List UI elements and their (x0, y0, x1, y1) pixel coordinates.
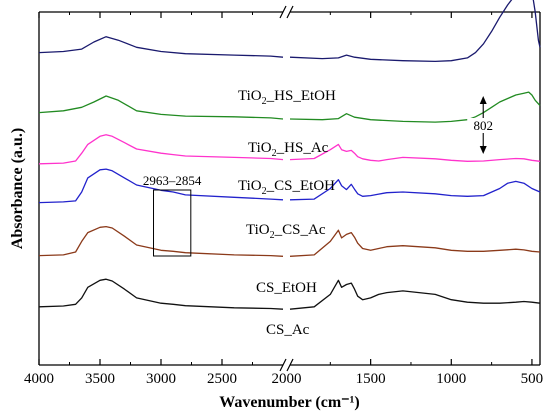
x-ticks: 4000 3500 3000 2500 2000 1500 1000 500 (24, 12, 543, 387)
x-tick-label-1500: 1500 (356, 371, 386, 387)
series-label-tio2-cs-ac: TiO2_CS_Ac (246, 222, 326, 241)
series-line-tio2-hs-etoh-right (289, 0, 541, 63)
series-line-cs-ac-left (38, 278, 284, 310)
x-tick-label-500: 500 (521, 371, 544, 387)
axis-break-mark-top-2 (286, 5, 294, 19)
series-line-cs-ac-right (289, 279, 541, 310)
series-lines (38, 0, 541, 310)
series-line-tio2-cs-etoh-right (289, 143, 541, 162)
series-label-tio2-hs-ac: TiO2_HS_Ac (248, 140, 329, 159)
series-line-tio2-cs-ac-left (38, 168, 284, 204)
peak-label: 802 (473, 118, 493, 133)
series-line-tio2-cs-etoh-left (38, 134, 284, 165)
series-line-tio2-hs-etoh-left (38, 36, 284, 58)
x-tick-label-2500: 2500 (207, 371, 237, 387)
axis-break-mark-top-1 (279, 5, 287, 19)
axis-break-mark-bottom-1 (279, 358, 287, 372)
range-label: 2963–2854 (143, 173, 202, 188)
series-line-tio2-hs-ac-left (38, 95, 284, 120)
series-labels: TiO2_HS_EtOH TiO2_HS_Ac TiO2_CS_EtOH TiO2_C… (238, 88, 336, 338)
series-line-cs-etoh-left (38, 225, 284, 257)
axis-break-mark-bottom-2 (286, 358, 294, 372)
series-line-tio2-hs-ac-right (289, 91, 541, 123)
series-label-tio2-hs-etoh: TiO2_HS_EtOH (238, 88, 336, 107)
x-tick-label-3000: 3000 (146, 371, 176, 387)
y-axis-title: Absorbance (a.u.) (9, 128, 26, 249)
x-tick-label-1000: 1000 (436, 371, 466, 387)
annotations: 2963–2854 802 (143, 96, 500, 257)
series-line-cs-etoh-right (289, 229, 541, 257)
x-tick-label-3500: 3500 (85, 371, 115, 387)
range-box (153, 189, 192, 257)
series-label-cs-ac: CS_Ac (266, 322, 310, 338)
x-axis-title: Wavenumber (cm⁻¹) (219, 394, 359, 411)
peak-arrow-head-down (479, 146, 487, 154)
series-line-tio2-cs-ac-right (289, 179, 541, 201)
peak-arrow-head-up (479, 96, 487, 104)
x-tick-label-4000: 4000 (24, 371, 54, 387)
series-label-tio2-cs-etoh: TiO2_CS_EtOH (238, 178, 335, 197)
peak-label-bg (467, 118, 500, 133)
x-tick-label-2000: 2000 (272, 371, 302, 387)
series-label-cs-etoh: CS_EtOH (256, 280, 317, 296)
